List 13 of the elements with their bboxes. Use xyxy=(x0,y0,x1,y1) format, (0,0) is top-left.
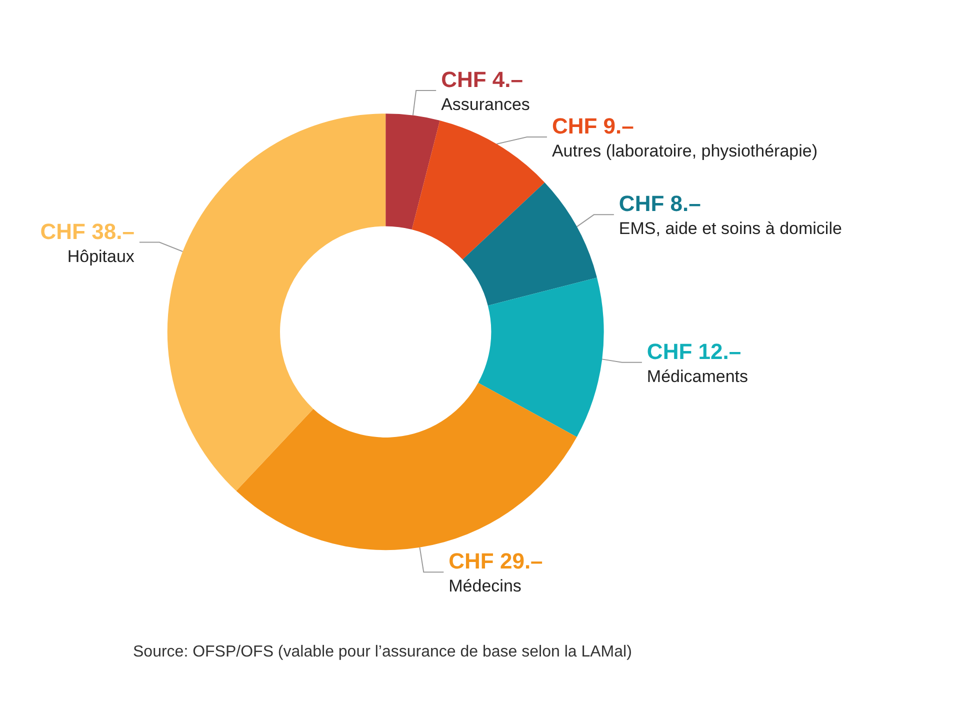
slice-label: Hôpitaux xyxy=(67,246,135,266)
slice-label: Autres (laboratoire, physiothérapie) xyxy=(552,142,818,161)
data-label: CHF 8.– xyxy=(618,191,701,216)
slice-label: Assurances xyxy=(441,95,530,114)
slice-label: EMS, aide et soins à domicile xyxy=(618,219,842,238)
data-label: CHF 4.– xyxy=(441,67,524,92)
slice-label: Médecins xyxy=(448,576,522,596)
data-label: CHF 12.– xyxy=(646,338,742,364)
data-label: CHF 9.– xyxy=(552,114,634,139)
slice-label: Médicaments xyxy=(646,366,748,386)
data-label: CHF 38.– xyxy=(40,218,134,244)
data-label: CHF 29.– xyxy=(448,548,543,574)
source-note: Source: OFSP/OFS (valable pour l’assurance de base selon la LAMal) xyxy=(133,644,632,660)
